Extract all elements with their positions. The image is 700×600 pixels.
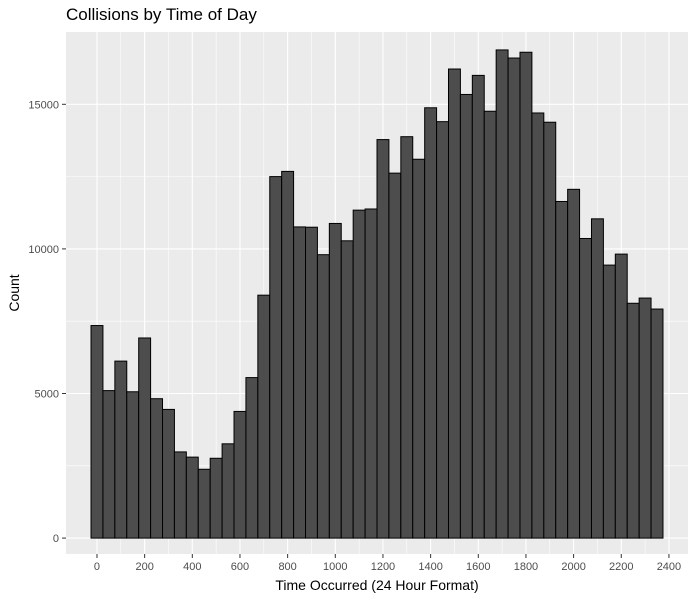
x-tick-label: 1400 bbox=[418, 561, 442, 573]
x-tick-label: 1600 bbox=[466, 561, 490, 573]
histogram-bar bbox=[150, 398, 164, 539]
x-tick-label: 1200 bbox=[371, 561, 395, 573]
histogram-bar bbox=[233, 410, 247, 539]
histogram-bar bbox=[126, 391, 140, 539]
histogram-bar bbox=[412, 158, 426, 539]
x-tick-label: 1800 bbox=[514, 561, 538, 573]
histogram-bar bbox=[316, 254, 330, 539]
histogram-bar bbox=[352, 209, 366, 539]
histogram-bar bbox=[424, 107, 438, 539]
histogram-bar bbox=[650, 308, 664, 539]
histogram-bar bbox=[614, 253, 628, 539]
histogram-bar bbox=[638, 297, 652, 539]
histogram-bar bbox=[447, 68, 461, 539]
histogram-bar bbox=[197, 468, 211, 539]
x-tick-label: 0 bbox=[94, 561, 100, 573]
x-tick-label: 1000 bbox=[323, 561, 347, 573]
histogram-bar bbox=[221, 443, 235, 539]
x-tick-label: 2400 bbox=[657, 561, 681, 573]
x-axis-ticks: 0 200 400 600 800 1000 1200 1400 1600 1800 2000 220… bbox=[94, 554, 681, 573]
histogram-bar bbox=[138, 337, 152, 539]
histogram-bar bbox=[185, 456, 199, 539]
histogram-bar bbox=[257, 294, 271, 539]
histogram-bar bbox=[543, 121, 557, 539]
histogram-bar bbox=[305, 226, 318, 539]
x-tick-label: 200 bbox=[135, 561, 153, 573]
histogram-bar bbox=[567, 188, 581, 539]
histogram-bar bbox=[173, 451, 187, 539]
histogram-bar bbox=[209, 457, 223, 539]
x-axis-title: Time Occurred (24 Hour Format) bbox=[275, 577, 478, 593]
x-tick-label: 400 bbox=[183, 561, 201, 573]
histogram-bar bbox=[245, 377, 259, 539]
histogram-bar bbox=[459, 93, 473, 539]
histogram-bar bbox=[555, 200, 569, 539]
histogram-bar bbox=[328, 222, 342, 539]
histogram-bar bbox=[364, 208, 378, 539]
histogram-bar bbox=[483, 110, 497, 539]
histogram-bar bbox=[495, 49, 509, 539]
histogram-bar bbox=[507, 57, 521, 539]
histogram-bar bbox=[162, 408, 175, 539]
y-tick-label: 5000 bbox=[35, 388, 59, 400]
histogram-bar bbox=[281, 170, 295, 539]
histogram-bar bbox=[293, 226, 307, 539]
histogram-bar bbox=[269, 176, 283, 539]
histogram-bar bbox=[436, 121, 449, 539]
histogram-bar bbox=[626, 302, 640, 539]
y-axis-ticks: 0 5000 10000 15000 bbox=[28, 99, 66, 545]
histogram-bar bbox=[400, 136, 414, 539]
histogram-bar bbox=[519, 51, 533, 539]
y-tick-label: 15000 bbox=[28, 99, 59, 111]
chart-title: Collisions by Time of Day bbox=[66, 5, 257, 24]
y-tick-label: 0 bbox=[53, 533, 59, 545]
histogram-bar bbox=[579, 237, 592, 539]
histogram-bar bbox=[388, 172, 402, 539]
y-axis-title: Count bbox=[6, 274, 22, 311]
histogram-bar bbox=[602, 264, 616, 539]
histogram-bar bbox=[340, 240, 354, 539]
histogram-bar bbox=[376, 139, 390, 539]
histogram-bar bbox=[114, 360, 128, 539]
y-tick-label: 10000 bbox=[28, 244, 59, 256]
histogram-bar bbox=[471, 74, 485, 539]
histogram-bar bbox=[590, 218, 604, 539]
histogram-bar bbox=[102, 390, 116, 539]
histogram-bar bbox=[90, 325, 104, 539]
x-tick-label: 600 bbox=[231, 561, 249, 573]
x-tick-label: 800 bbox=[278, 561, 296, 573]
histogram-bar bbox=[531, 112, 545, 539]
bars bbox=[90, 49, 664, 539]
x-tick-label: 2000 bbox=[561, 561, 585, 573]
x-tick-label: 2200 bbox=[609, 561, 633, 573]
